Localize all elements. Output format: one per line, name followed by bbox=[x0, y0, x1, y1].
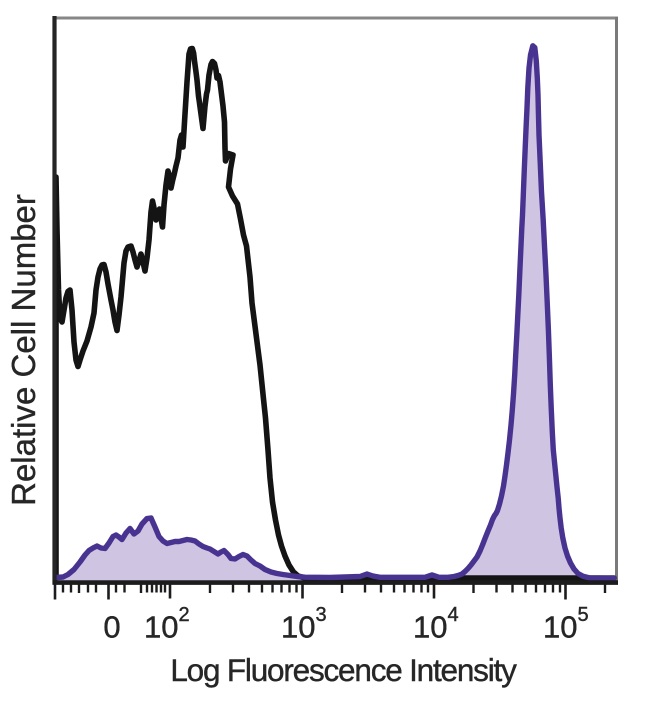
svg-text:0: 0 bbox=[103, 610, 120, 645]
svg-text:Relative Cell Number: Relative Cell Number bbox=[5, 194, 42, 506]
svg-text:Log Fluorescence Intensity: Log Fluorescence Intensity bbox=[170, 652, 517, 688]
